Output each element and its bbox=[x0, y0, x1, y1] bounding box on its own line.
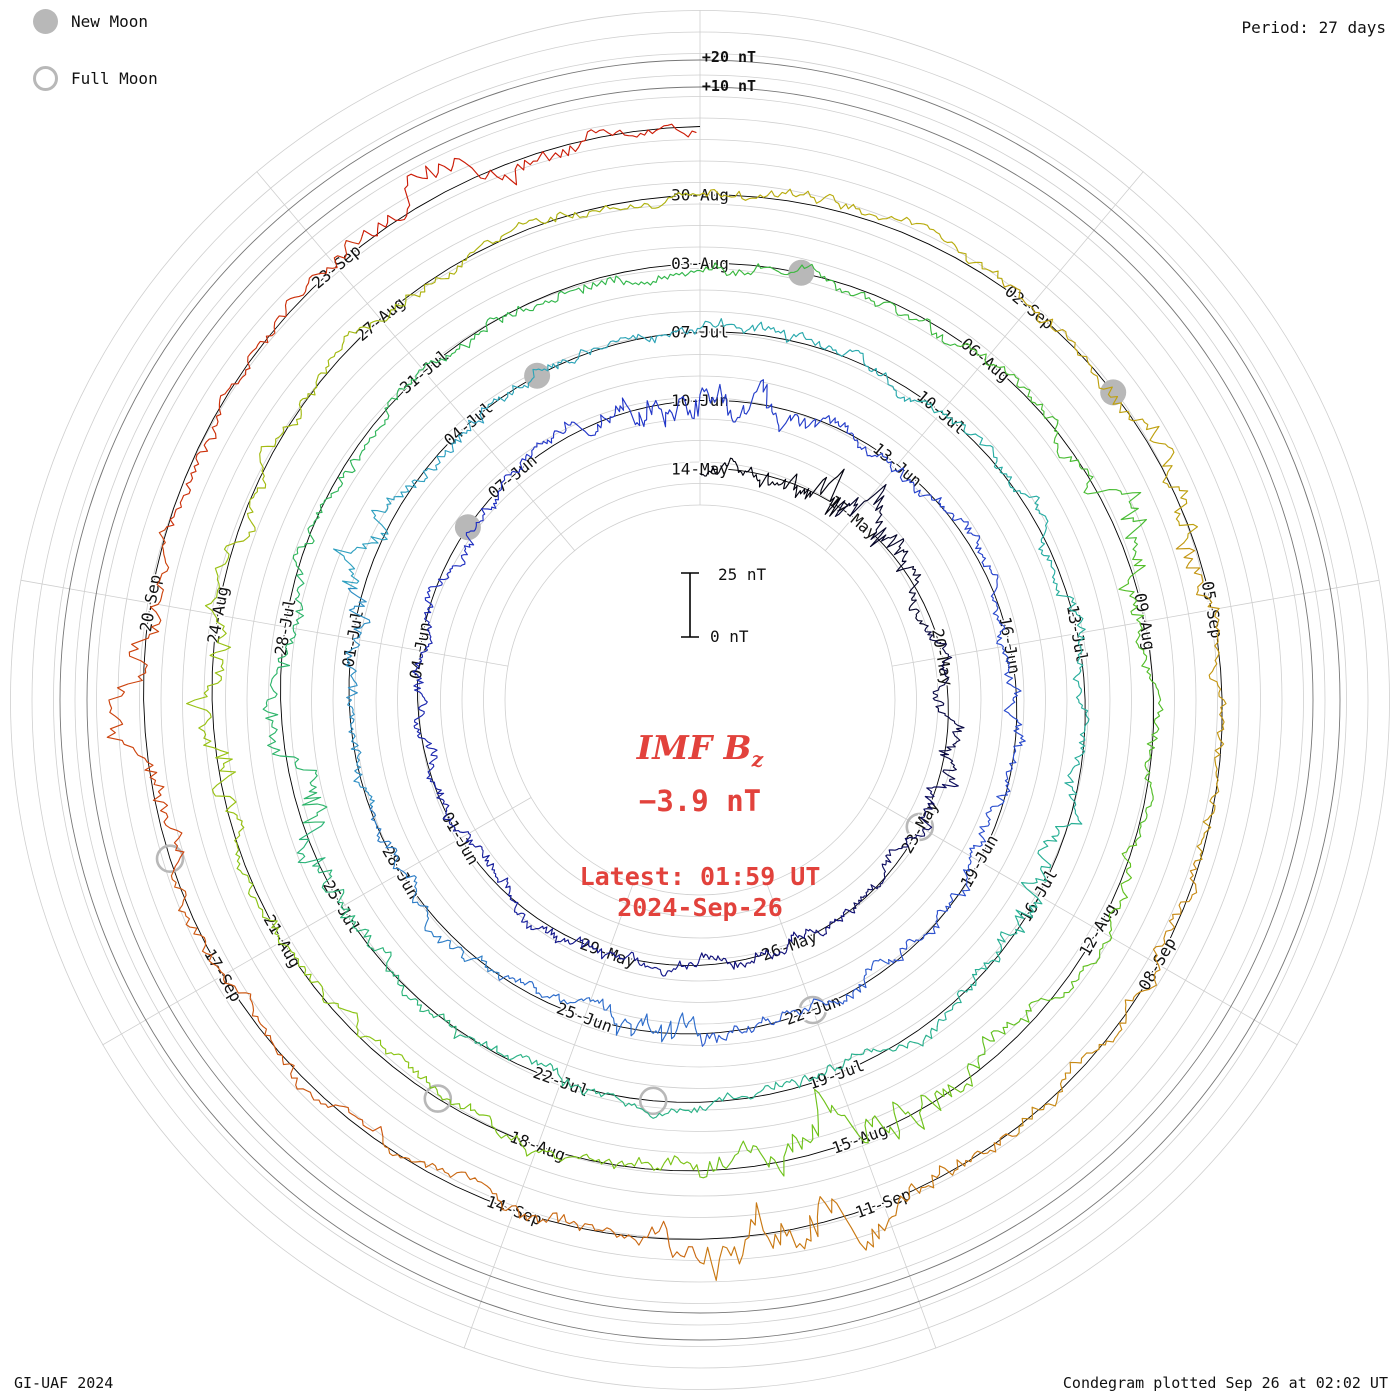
legend-full-moon-label: Full Moon bbox=[71, 69, 158, 88]
svg-text:05-Sep: 05-Sep bbox=[1198, 580, 1227, 640]
svg-text:09-Aug: 09-Aug bbox=[1130, 592, 1159, 652]
moon-markers bbox=[155, 259, 1127, 1116]
legend-new-moon-label: New Moon bbox=[71, 12, 149, 31]
polar-grid bbox=[10, 10, 1390, 1390]
svg-text:19-Jul: 19-Jul bbox=[806, 1056, 867, 1094]
svg-text:11-Sep: 11-Sep bbox=[853, 1184, 914, 1222]
svg-text:14-Sep: 14-Sep bbox=[484, 1192, 545, 1230]
scale-bar bbox=[681, 572, 699, 638]
scale-bar-bottom-label: 0 nT bbox=[710, 627, 749, 646]
svg-text:07-Jun: 07-Jun bbox=[484, 451, 540, 503]
svg-text:24-Aug: 24-Aug bbox=[203, 585, 232, 645]
date-labels: 14-May17-May20-May23-May26-May29-May01-J… bbox=[134, 184, 1228, 1231]
plotted-timestamp-label: Condegram plotted Sep 26 at 02:02 UT bbox=[1062, 1374, 1388, 1392]
new-moon-marker bbox=[1100, 379, 1127, 406]
svg-text:15-Aug: 15-Aug bbox=[829, 1120, 890, 1158]
svg-text:17-Sep: 17-Sep bbox=[200, 946, 245, 1006]
full-moon-marker bbox=[905, 812, 935, 842]
legend-full-moon: Full Moon bbox=[33, 66, 158, 91]
center-value: −3.9 nT bbox=[638, 783, 762, 818]
center-title: IMF Bz bbox=[0, 731, 1400, 777]
new-moon-marker bbox=[454, 514, 481, 541]
svg-text:31-Jul: 31-Jul bbox=[396, 346, 452, 398]
bz-spiral-trace bbox=[106, 123, 1227, 1281]
baseline-spiral bbox=[143, 126, 1223, 1240]
period-label: Period: 27 days bbox=[1241, 18, 1387, 37]
ref-plus20nt-label: +20 nT bbox=[701, 48, 757, 66]
full-moon-marker bbox=[423, 1084, 453, 1113]
svg-text:14-May: 14-May bbox=[671, 460, 729, 479]
credit-label: GI-UAF 2024 bbox=[14, 1374, 114, 1392]
svg-text:20-Sep: 20-Sep bbox=[136, 573, 165, 633]
svg-text:20-May: 20-May bbox=[928, 627, 957, 688]
svg-text:22-Jul: 22-Jul bbox=[531, 1063, 592, 1101]
latest-time-label: Latest: 01:59 UT bbox=[579, 861, 821, 891]
ref-plus10nt-label: +10 nT bbox=[701, 77, 757, 95]
legend-new-moon: New Moon bbox=[33, 9, 148, 34]
svg-text:07-Jul: 07-Jul bbox=[671, 323, 729, 342]
center-title-main: IMF B bbox=[636, 728, 752, 767]
svg-text:03-Aug: 03-Aug bbox=[671, 254, 729, 273]
new-moon-icon bbox=[33, 9, 58, 34]
full-moon-icon bbox=[33, 66, 58, 91]
center-readout: IMF Bz −3.9 nT Latest: 01:59 UT 2024-Sep… bbox=[0, 731, 1400, 923]
reference-rings bbox=[59, 59, 1341, 1341]
scale-bar-top-label: 25 nT bbox=[718, 565, 767, 584]
svg-text:04-Jun: 04-Jun bbox=[406, 621, 435, 681]
svg-text:13-Jul: 13-Jul bbox=[1063, 603, 1092, 663]
full-moon-marker bbox=[798, 995, 828, 1025]
svg-text:13-Jun: 13-Jun bbox=[869, 439, 925, 491]
svg-text:25-Jun: 25-Jun bbox=[554, 998, 615, 1036]
new-moon-marker bbox=[788, 259, 815, 286]
svg-text:27-Aug: 27-Aug bbox=[352, 293, 408, 345]
latest-date-label: 2024-Sep-26 bbox=[617, 892, 783, 922]
full-moon-marker bbox=[638, 1086, 668, 1116]
center-title-sub: z bbox=[751, 747, 764, 772]
full-moon-marker bbox=[155, 844, 185, 874]
svg-text:16-Jun: 16-Jun bbox=[995, 615, 1024, 675]
svg-text:26-May: 26-May bbox=[759, 927, 820, 965]
